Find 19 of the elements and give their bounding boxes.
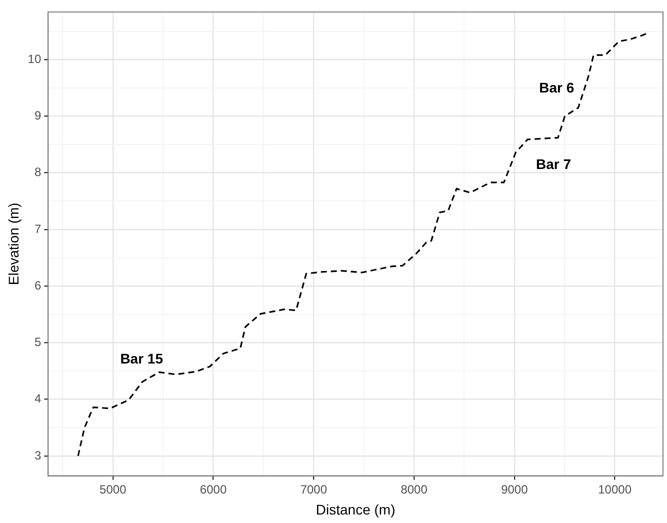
x-tick-label: 9000: [501, 482, 528, 496]
y-tick-label: 9: [34, 108, 42, 123]
y-tick-label: 10: [28, 52, 42, 66]
y-tick-label: 8: [34, 165, 42, 180]
y-tick-label: 6: [34, 278, 42, 292]
x-axis-title: Distance (m): [316, 501, 396, 518]
y-tick-label: 7: [34, 222, 42, 236]
x-tick-label: 8000: [400, 482, 428, 496]
y-tick-label: 5: [34, 335, 42, 350]
x-tick-label: 7000: [300, 482, 328, 496]
x-tick-label: 6000: [200, 482, 227, 496]
annotation: Bar 6: [539, 79, 574, 96]
y-tick-label: 4: [34, 392, 42, 406]
annotation: Bar 7: [536, 156, 572, 172]
x-tick-label: 5000: [100, 482, 127, 496]
y-axis-title: Elevation (m): [5, 202, 22, 286]
annotation: Bar 15: [120, 350, 164, 367]
x-tick-label: 10000: [598, 482, 632, 496]
y-tick-label: 3: [34, 448, 42, 462]
